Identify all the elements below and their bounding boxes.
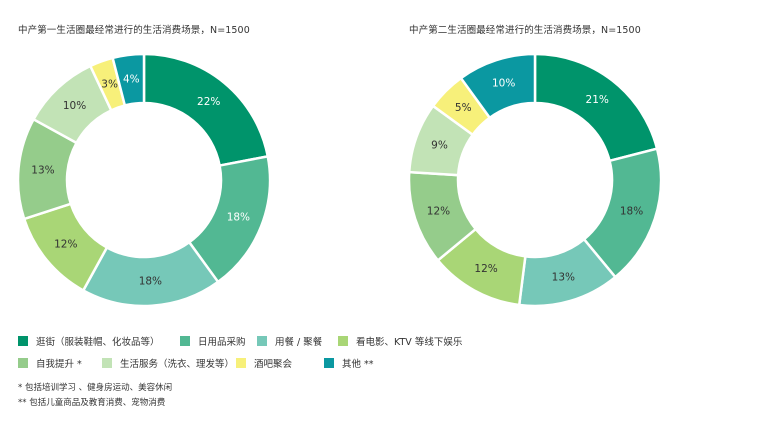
slice-value-label: 21%: [586, 94, 609, 106]
donut-slice: [533, 52, 659, 163]
legend-swatch: [324, 358, 334, 368]
footnotes: * 包括培训学习 、健身房运动、美容休闲 ** 包括儿童商品及教育消费、宠物消费: [18, 381, 172, 411]
legend-swatch: [18, 358, 28, 368]
legend-item: 自我提升 *: [18, 356, 102, 370]
donut-charts: 22% 18% 18% 12% 13% 10% 3% 4% 21% 18% 13% 12% 12% 9% 5…: [16, 52, 663, 308]
slice-value-label: 12%: [474, 263, 497, 275]
legend-label: 逛街（服装鞋帽、化妆品等）: [36, 337, 160, 348]
legend-item: 生活服务（洗衣、理发等）: [102, 356, 236, 370]
legend-label: 酒吧聚会: [254, 359, 293, 370]
legend-label: 日用品采购: [198, 337, 246, 348]
legend: 逛街（服装鞋帽、化妆品等） 日用品采购 用餐 / 聚餐 看电影、KTV 等线下娱…: [18, 330, 478, 374]
legend-swatch: [180, 336, 190, 346]
slice-value-label: 12%: [54, 239, 77, 251]
legend-swatch: [236, 358, 246, 368]
slice-value-label: 18%: [620, 205, 643, 217]
chart-title-first-circle: 中产第一生活圈最经常进行的生活消费场景，N=1500: [18, 25, 250, 36]
slice-value-label: 10%: [63, 100, 86, 112]
slice-value-label: 3%: [101, 79, 118, 91]
legend-item: 逛街（服装鞋帽、化妆品等）: [18, 334, 180, 348]
slice-value-label: 22%: [197, 96, 220, 108]
slice-value-label: 10%: [492, 77, 515, 89]
legend-label: 看电影、KTV 等线下娱乐: [356, 337, 463, 348]
donut-slice: [459, 52, 537, 120]
legend-item: 用餐 / 聚餐: [257, 334, 338, 348]
slice-value-label: 13%: [31, 164, 54, 176]
legend-swatch: [257, 336, 267, 346]
legend-swatch: [338, 336, 348, 346]
legend-label: 自我提升 *: [36, 359, 82, 370]
footnote: * 包括培训学习 、健身房运动、美容休闲: [18, 383, 173, 393]
donut-slice: [142, 52, 270, 168]
slice-value-label: 12%: [427, 205, 450, 217]
slice-value-label: 13%: [552, 271, 575, 283]
legend-label: 用餐 / 聚餐: [275, 337, 323, 348]
legend-swatch: [18, 336, 28, 346]
slice-value-label: 18%: [139, 275, 162, 287]
legend-label: 其他 **: [342, 359, 374, 370]
slice-value-label: 4%: [123, 73, 140, 85]
slice-value-label: 9%: [431, 140, 448, 152]
legend-item: 看电影、KTV 等线下娱乐: [338, 334, 462, 348]
slice-value-label: 18%: [227, 211, 250, 223]
legend-item: 酒吧聚会: [236, 356, 324, 370]
legend-swatch: [102, 358, 112, 368]
legend-label: 生活服务（洗衣、理发等）: [120, 359, 235, 370]
donut-slice: [111, 52, 146, 107]
footnote: ** 包括儿童商品及教育消费、宠物消费: [18, 398, 166, 408]
chart-title-second-circle: 中产第二生活圈最经常进行的生活消费场景，N=1500: [409, 25, 641, 36]
legend-item: 日用品采购: [180, 334, 257, 348]
slice-value-label: 5%: [455, 102, 472, 114]
legend-item: 其他 **: [324, 356, 374, 370]
